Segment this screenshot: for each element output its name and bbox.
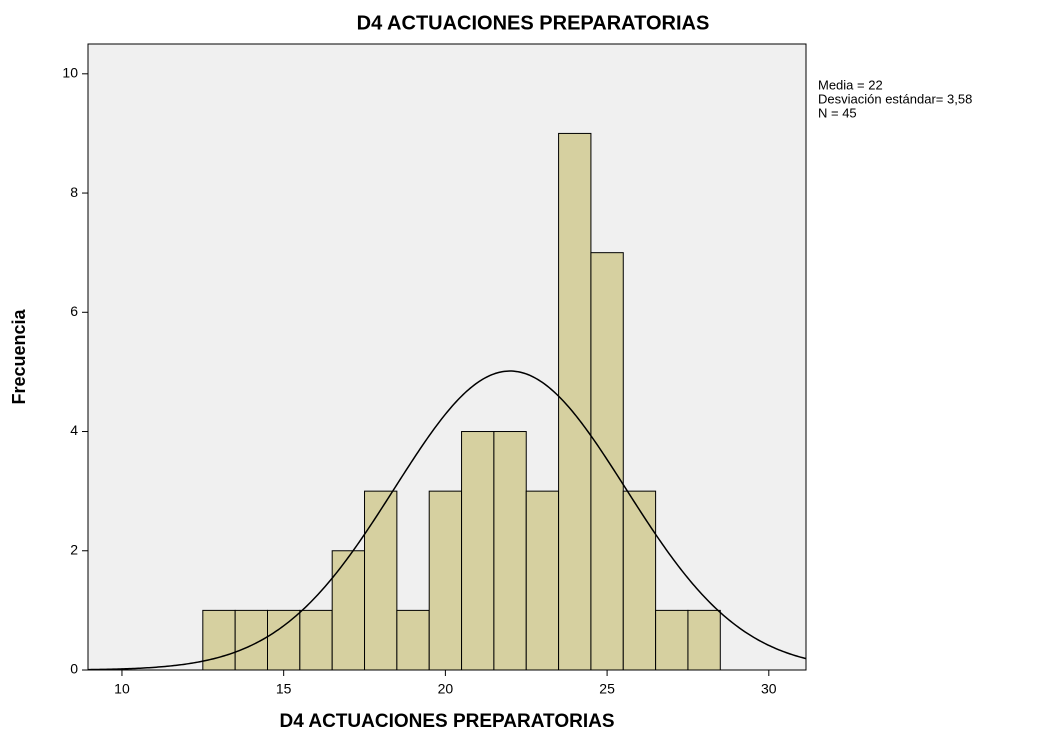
bar — [493, 431, 527, 671]
bar — [299, 609, 333, 671]
bar — [428, 490, 463, 671]
bar — [655, 609, 689, 671]
bar — [202, 609, 236, 671]
y-tick-label: 4 — [70, 422, 78, 438]
y-tick-label: 0 — [70, 661, 78, 677]
x-tick-label: 25 — [599, 681, 615, 697]
y-axis-label: Frecuencia — [9, 308, 29, 404]
x-tick-label: 30 — [761, 681, 777, 697]
x-tick-label: 10 — [114, 681, 130, 697]
bar — [331, 550, 366, 671]
bar — [525, 490, 560, 671]
y-tick-label: 10 — [62, 65, 78, 81]
bar — [364, 490, 398, 671]
annotation: N = 45 — [818, 105, 857, 120]
chart-title: D4 ACTUACIONES PREPARATORIAS — [357, 12, 710, 34]
bar — [267, 609, 301, 671]
y-tick-label: 6 — [70, 303, 78, 319]
x-axis-label: D4 ACTUACIONES PREPARATORIAS — [280, 711, 615, 732]
x-tick-label: 20 — [438, 681, 454, 697]
annotation: Media = 22 — [818, 77, 883, 92]
y-tick-label: 2 — [70, 541, 78, 557]
annotation: Desviación estándar= 3,58 — [818, 91, 972, 106]
normal-curve — [87, 370, 807, 671]
bar — [590, 252, 624, 671]
bar — [396, 609, 430, 671]
y-tick-label: 8 — [70, 184, 78, 200]
bar — [622, 490, 657, 671]
bar — [687, 609, 721, 671]
x-tick-label: 15 — [276, 681, 292, 697]
bar — [461, 431, 495, 671]
